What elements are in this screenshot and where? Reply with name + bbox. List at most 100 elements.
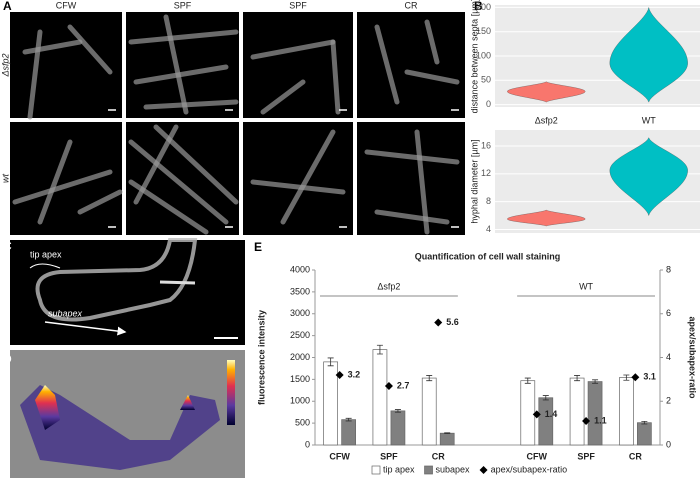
panel-label: D <box>3 352 12 366</box>
bar <box>323 361 338 446</box>
data-label: 1.4 <box>545 409 558 419</box>
y-tick-label: 1500 <box>290 374 310 384</box>
label: tip apex <box>30 249 62 259</box>
y-tick-label: 1000 <box>290 396 310 406</box>
panel-c-image <box>10 240 245 345</box>
y-tick-label: 12 <box>481 168 491 178</box>
row-label: wt <box>0 174 10 183</box>
label: subapex <box>48 308 83 318</box>
y-tick-label: 50 <box>481 75 491 85</box>
y-tick-label: 0 <box>305 439 310 449</box>
hypha <box>143 99 239 110</box>
legend-label: subapex <box>436 464 471 474</box>
bar <box>587 381 603 446</box>
hypha <box>374 209 450 225</box>
x-tick-label: CFW <box>329 451 350 461</box>
column-label: CR <box>405 0 418 10</box>
hypha <box>35 238 198 322</box>
hypha <box>163 14 189 115</box>
ratio-point <box>384 381 393 390</box>
y-tick-label: 100 <box>476 50 491 60</box>
color-bar <box>227 360 235 425</box>
y2-tick-label: 0 <box>666 439 671 449</box>
violin <box>507 209 586 227</box>
group-label: WT <box>579 281 593 291</box>
y-axis-label: hyphal diameter [µm] <box>469 139 479 223</box>
y2-tick-label: 4 <box>666 352 671 362</box>
data-label: 3.2 <box>348 369 361 379</box>
hypha <box>250 179 346 195</box>
hypha <box>133 124 179 205</box>
hypha <box>364 149 460 165</box>
y-tick-label: 150 <box>476 26 491 36</box>
legend-marker <box>479 466 488 474</box>
data-label: 5.6 <box>446 317 459 327</box>
micrograph <box>10 122 122 235</box>
ratio-point <box>532 410 541 419</box>
group-label: Δsfp2 <box>377 281 400 291</box>
bar <box>341 419 356 446</box>
bar <box>619 377 634 446</box>
y2-axis-label: apex/subapex-ratio <box>688 316 698 399</box>
legend-marker <box>424 465 433 475</box>
error-bar <box>327 357 334 367</box>
column-label: CFW <box>56 0 77 10</box>
panel-label: C <box>3 239 12 253</box>
error-bar <box>426 375 433 382</box>
ratio-point <box>434 318 443 327</box>
error-bar <box>641 420 648 425</box>
data-label: 2.7 <box>397 380 410 390</box>
y-tick-label: 4000 <box>290 264 310 274</box>
y2-tick-label: 6 <box>666 308 671 318</box>
bar <box>390 410 406 446</box>
bar <box>421 377 437 446</box>
legend-marker <box>371 465 381 475</box>
error-bar <box>345 417 352 422</box>
surface-peak <box>180 395 195 410</box>
hypha <box>424 19 440 65</box>
y-tick-label: 0 <box>486 99 491 109</box>
bar <box>372 349 388 446</box>
y-tick-label: 3000 <box>290 308 310 318</box>
error-bar <box>394 409 401 413</box>
hypha <box>133 64 229 85</box>
hypha <box>67 24 113 75</box>
error-bar <box>376 344 383 355</box>
hypha <box>260 79 306 115</box>
hypha <box>280 129 336 225</box>
error-bar <box>623 374 630 381</box>
hypha <box>27 29 43 120</box>
hypha <box>77 189 123 215</box>
legend-label: tip apex <box>383 464 415 474</box>
hypha <box>12 169 113 205</box>
y2-tick-label: 2 <box>666 396 671 406</box>
y-tick-label: 3500 <box>290 286 310 296</box>
data-label: 3.1 <box>643 372 656 382</box>
hypha <box>22 39 83 55</box>
chart-title: Quantification of cell wall staining <box>415 251 561 261</box>
bar <box>439 432 455 446</box>
x-tick-label: CR <box>629 451 642 461</box>
micrograph <box>357 12 465 118</box>
ratio-point <box>335 371 344 379</box>
hypha <box>128 29 239 45</box>
ratio-point <box>582 416 591 425</box>
y-tick-label: 8 <box>486 196 491 206</box>
hypha <box>37 139 73 225</box>
data-label: 1.1 <box>594 415 607 425</box>
bar <box>520 380 536 446</box>
hypha <box>330 39 341 115</box>
panel-label: A <box>3 0 12 13</box>
x-tick-label: CFW <box>527 451 548 461</box>
septum <box>159 280 196 285</box>
y-tick-label: 4 <box>486 224 491 234</box>
violin <box>609 6 688 103</box>
arrow <box>44 321 127 336</box>
y-tick-label: 2500 <box>290 330 310 340</box>
y-tick-label: 200 <box>476 2 491 12</box>
bar <box>637 422 652 446</box>
error-bar <box>592 379 599 384</box>
row-label: Δsfp2 <box>0 53 10 77</box>
hypha <box>404 69 460 85</box>
